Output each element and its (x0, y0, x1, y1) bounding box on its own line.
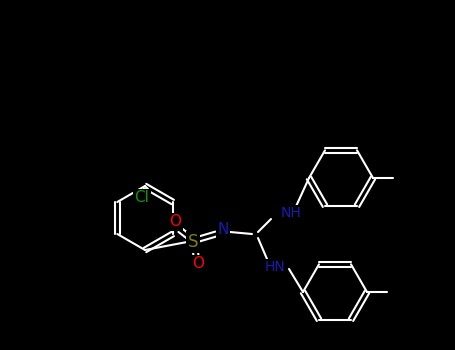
Text: Cl: Cl (135, 190, 149, 205)
Text: O: O (169, 215, 181, 230)
Text: NH: NH (281, 206, 302, 220)
Text: HN: HN (265, 260, 285, 274)
Text: O: O (192, 257, 204, 272)
Text: S: S (188, 233, 198, 251)
Text: N: N (217, 223, 229, 238)
